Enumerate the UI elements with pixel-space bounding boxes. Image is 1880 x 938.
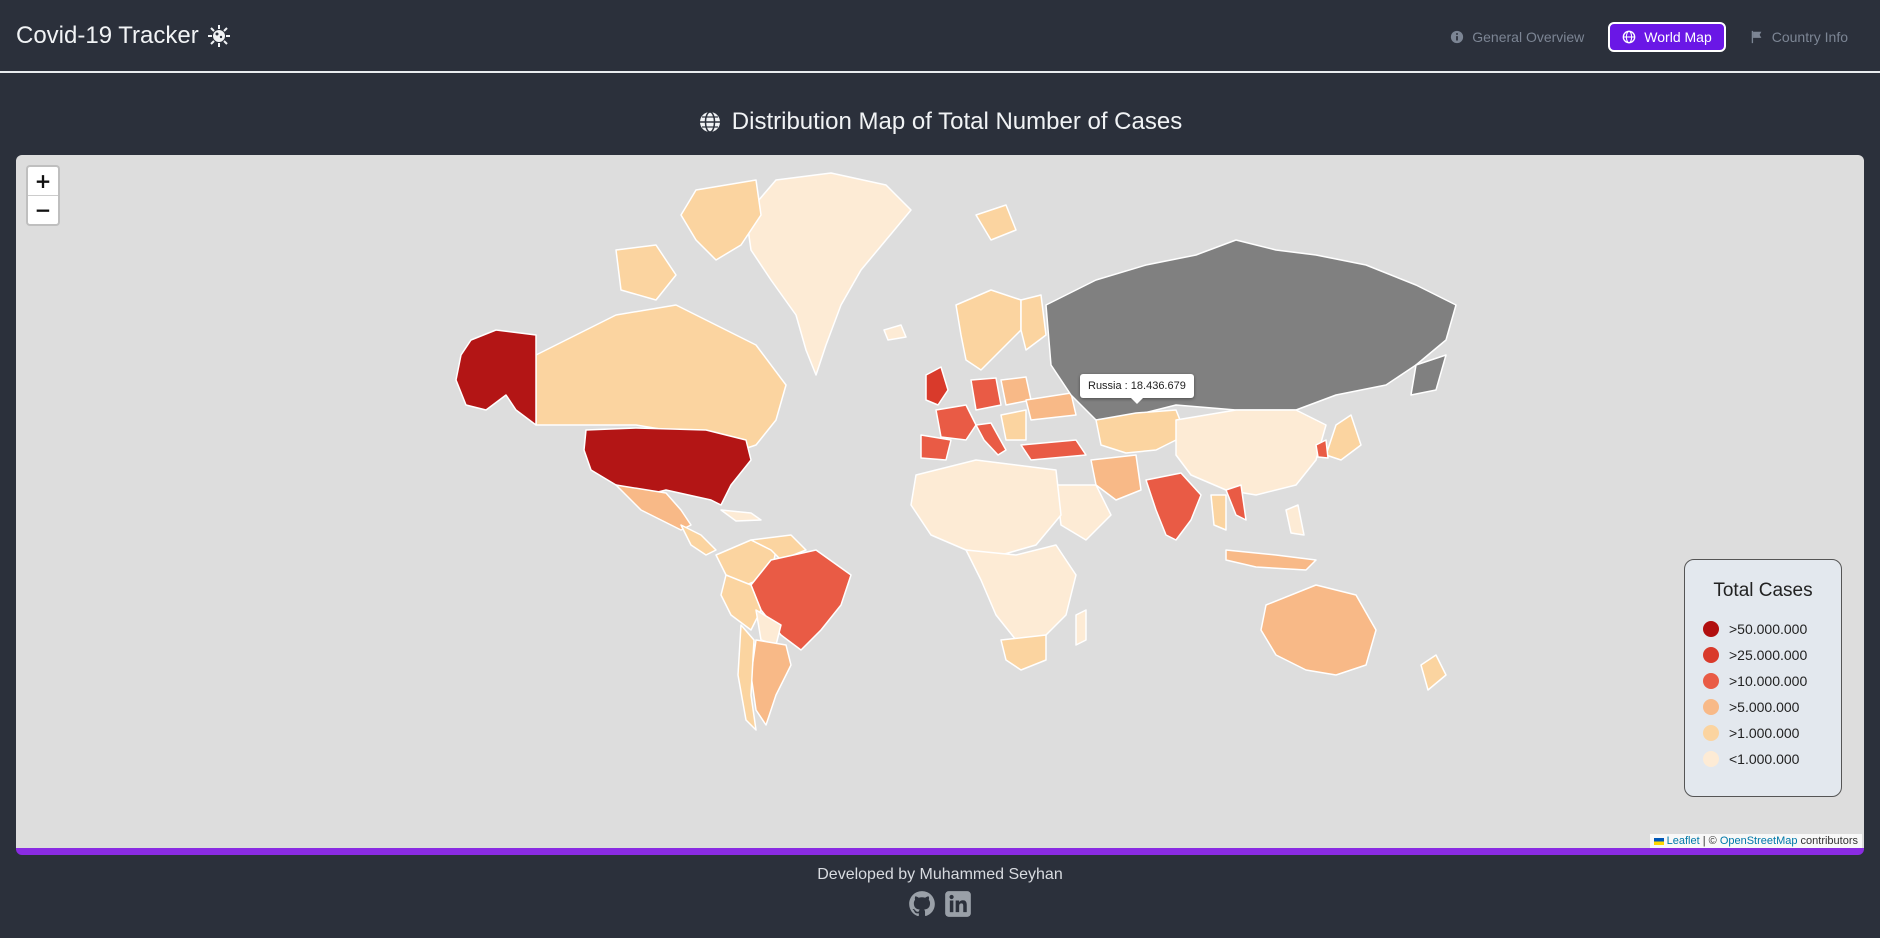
country-finland	[1020, 294, 1047, 351]
leaflet-link[interactable]: Leaflet	[1666, 835, 1700, 847]
flag-icon	[1751, 30, 1762, 44]
nav-country-info[interactable]: Country Info	[1740, 23, 1858, 51]
country-new-zealand	[1420, 654, 1447, 691]
globe-icon	[1622, 30, 1636, 44]
info-icon	[1451, 30, 1464, 44]
attribution-suffix: contributors	[1797, 835, 1858, 847]
nav-general-overview[interactable]: General Overview	[1440, 23, 1594, 51]
legend-item: >5.000.000	[1703, 694, 1823, 720]
legend-item: >50.000.000	[1703, 616, 1823, 642]
zoom-in-button[interactable]: +	[28, 167, 58, 196]
country-africa-north	[910, 459, 1062, 556]
legend-item: >1.000.000	[1703, 720, 1823, 746]
country-alaska	[455, 329, 537, 426]
country-spain	[920, 434, 952, 461]
legend-label: >5.000.000	[1729, 699, 1800, 715]
map-attribution: Leaflet | © OpenStreetMap contributors	[1649, 834, 1862, 848]
country-australia	[1260, 584, 1377, 676]
country-iceland	[883, 324, 907, 341]
footer-credit: Developed by Muhammed Seyhan	[817, 866, 1063, 883]
country-russia-east	[1410, 354, 1447, 396]
country-vietnam	[1225, 484, 1247, 521]
legend-swatch	[1703, 621, 1719, 637]
country-india	[1145, 472, 1202, 541]
country-korea	[1315, 439, 1329, 459]
legend-swatch	[1703, 647, 1719, 663]
nav-world-map[interactable]: World Map	[1608, 22, 1726, 52]
nav-label: General Overview	[1472, 29, 1585, 45]
legend-item: >10.000.000	[1703, 668, 1823, 694]
country-indonesia	[1225, 549, 1317, 571]
legend-label: >10.000.000	[1729, 673, 1808, 689]
legend-label: <1.000.000	[1729, 751, 1800, 767]
virus-icon	[207, 25, 230, 47]
country-greenland	[745, 172, 912, 376]
page-title: Distribution Map of Total Number of Case…	[0, 108, 1880, 136]
main-nav: General Overview World Map Country Info	[1440, 22, 1858, 52]
app-title: Covid-19 Tracker	[16, 22, 199, 49]
globe-icon	[699, 111, 720, 133]
country-peru	[720, 574, 762, 631]
country-canada	[535, 304, 787, 456]
legend-label: >25.000.000	[1729, 647, 1808, 663]
legend-title: Total Cases	[1713, 580, 1813, 601]
country-madagascar	[1075, 609, 1087, 646]
legend-swatch	[1703, 725, 1719, 741]
zoom-out-button[interactable]: −	[34, 198, 52, 222]
page-title-text: Distribution Map of Total Number of Case…	[731, 108, 1183, 135]
country-germany	[970, 377, 1002, 411]
country-saudi	[1055, 484, 1112, 541]
country-argentina	[750, 639, 792, 726]
country-kazakhstan	[1095, 409, 1187, 454]
country-uk	[925, 366, 949, 406]
country-canada-islands	[680, 179, 762, 261]
country-usa	[583, 427, 752, 506]
attribution-separator: | ©	[1699, 835, 1720, 847]
country-norway-sweden	[955, 289, 1022, 371]
linkedin-icon[interactable]	[944, 890, 972, 918]
country-italy	[975, 422, 1007, 456]
zoom-control: + −	[26, 165, 60, 226]
choropleth-layer[interactable]	[16, 155, 1864, 855]
legend-swatch	[1703, 751, 1719, 767]
header: Covid-19 Tracker General Overview World …	[0, 0, 1880, 73]
legend-item: >25.000.000	[1703, 642, 1823, 668]
country-south-africa	[1000, 634, 1047, 671]
country-svalbard	[975, 204, 1017, 241]
country-iran	[1090, 454, 1142, 501]
footer-links	[0, 890, 1880, 918]
country-philippines	[1285, 504, 1305, 536]
country-africa-central	[965, 544, 1077, 641]
country-central-america	[680, 524, 717, 556]
legend-swatch	[1703, 673, 1719, 689]
nav-label: World Map	[1644, 29, 1712, 45]
legend-label: >1.000.000	[1729, 725, 1800, 741]
legend-label: >50.000.000	[1729, 621, 1808, 637]
country-thailand	[1210, 494, 1227, 531]
country-china	[1175, 409, 1327, 496]
brand[interactable]: Covid-19 Tracker	[16, 22, 231, 50]
legend: Total Cases >50.000.000 >25.000.000 >10.00…	[1684, 559, 1842, 797]
nav-label: Country Info	[1771, 29, 1848, 45]
country-canada-islands	[615, 244, 677, 301]
github-icon[interactable]	[908, 890, 936, 918]
country-france	[935, 404, 977, 441]
osm-link[interactable]: OpenStreetMap	[1719, 835, 1798, 847]
country-chile	[737, 624, 757, 731]
country-balkans	[1000, 409, 1027, 441]
country-caribbean	[720, 509, 762, 522]
world-map[interactable]: + − Russia : 18.436.679 Total Cases >50.…	[16, 155, 1864, 855]
ukraine-flag-icon	[1653, 837, 1664, 845]
country-japan	[1325, 414, 1362, 461]
country-turkey	[1020, 439, 1087, 461]
map-tooltip: Russia : 18.436.679	[1080, 374, 1194, 404]
country-ukraine	[1025, 392, 1077, 421]
legend-swatch	[1703, 699, 1719, 715]
legend-item: <1.000.000	[1703, 746, 1823, 772]
